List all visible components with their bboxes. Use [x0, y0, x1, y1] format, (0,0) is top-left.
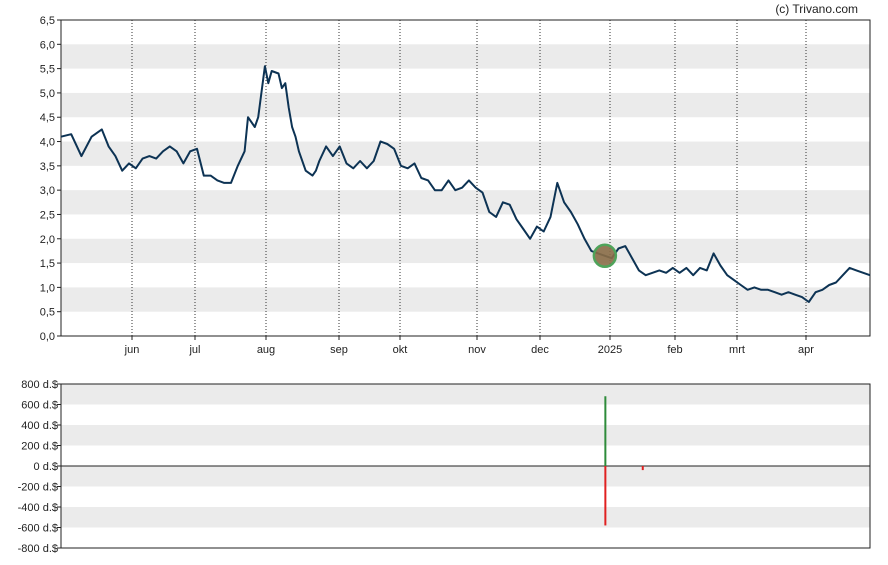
- flow-chart-bands: [61, 384, 870, 528]
- x-tick-label: feb: [667, 344, 682, 356]
- y-tick-label: 1,0: [40, 282, 55, 294]
- x-tick-label: okt: [393, 344, 408, 356]
- y-tick-label: 4,0: [40, 137, 55, 149]
- y-tick-label: 6,5: [40, 15, 55, 27]
- y-tick-label: 6,0: [40, 39, 55, 51]
- x-tick-label: aug: [257, 344, 275, 356]
- x-tick-label: 2025: [598, 344, 622, 356]
- price-band: [61, 238, 870, 264]
- y-tick-label: 5,5: [40, 64, 55, 76]
- price-series-line: [60, 65, 871, 303]
- y-tick-label: 4,5: [40, 112, 55, 124]
- price-band: [61, 287, 870, 312]
- flow-band: [61, 425, 870, 446]
- flow-y-tick-label: 400 d.$: [21, 420, 58, 432]
- flow-y-tick-label: 0 d.$: [34, 461, 58, 473]
- y-tick-label: 3,5: [40, 161, 55, 173]
- price-band: [61, 190, 870, 215]
- price-band: [61, 141, 870, 166]
- x-tick-label: jul: [188, 344, 200, 356]
- x-tick-label: apr: [798, 344, 814, 356]
- y-tick-label: 3,0: [40, 185, 55, 197]
- price-chart-bands: [61, 44, 870, 312]
- x-tick-label: jun: [124, 344, 140, 356]
- price-chart-x-ticks: jun jul aug sep okt nov dec 2025 feb mrt apr: [124, 336, 814, 356]
- y-tick-label: 1,5: [40, 258, 55, 270]
- y-tick-label: 2,0: [40, 234, 55, 246]
- event-marker: [592, 243, 618, 269]
- flow-y-tick-label: -600 d.$: [18, 523, 58, 535]
- flow-band: [61, 466, 870, 487]
- price-band: [61, 92, 870, 118]
- flow-chart-bars: [604, 396, 644, 526]
- flow-band: [61, 507, 870, 528]
- credit-text: (c) Trivano.com: [775, 2, 858, 16]
- x-tick-label: sep: [330, 344, 348, 356]
- price-band: [61, 44, 870, 69]
- flow-y-tick-label: -400 d.$: [18, 502, 58, 514]
- y-tick-label: 2,5: [40, 209, 55, 221]
- flow-y-tick-label: 200 d.$: [21, 441, 58, 453]
- flow-y-tick-label: -800 d.$: [18, 543, 58, 555]
- y-tick-label: 0,0: [40, 331, 55, 343]
- flow-y-tick-label: 800 d.$: [21, 379, 58, 391]
- y-tick-label: 0,5: [40, 307, 55, 319]
- x-tick-label: dec: [531, 344, 549, 356]
- x-tick-label: mrt: [729, 344, 745, 356]
- price-chart-frame: [60, 19, 871, 337]
- flow-chart-y-ticks: 800 d.$ 600 d.$ 400 d.$ 200 d.$ 0 d.$ -200 d.…: [18, 379, 61, 555]
- flow-band: [61, 384, 870, 405]
- price-marker-group: [592, 243, 618, 269]
- y-tick-label: 5,0: [40, 88, 55, 100]
- price-plot-border: [60, 19, 871, 337]
- flow-y-tick-label: 600 d.$: [21, 400, 58, 412]
- price-chart-y-ticks: 0,0 0,5 1,0 1,5 2,0 2,5 3,0 3,5 4,0 4,5 5,0 5,5 6,0 6…: [40, 15, 61, 343]
- flow-y-tick-label: -200 d.$: [18, 482, 58, 494]
- price-line-group: [60, 65, 871, 303]
- x-tick-label: nov: [468, 344, 486, 356]
